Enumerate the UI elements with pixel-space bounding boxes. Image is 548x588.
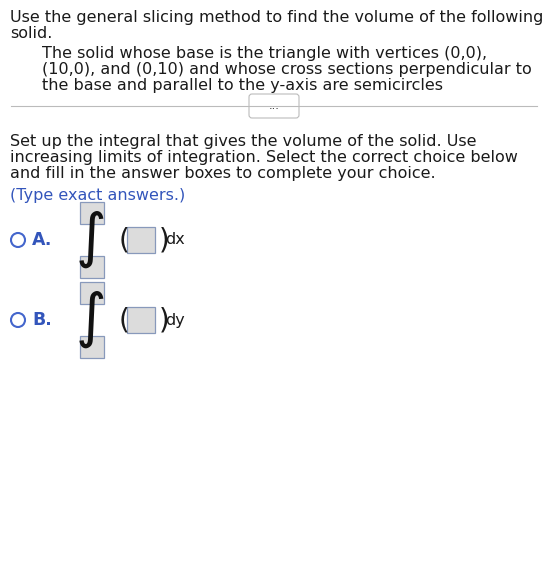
Text: and fill in the answer boxes to complete your choice.: and fill in the answer boxes to complete… bbox=[10, 166, 436, 181]
Text: Set up the integral that gives the volume of the solid. Use: Set up the integral that gives the volum… bbox=[10, 134, 477, 149]
Text: $\int$: $\int$ bbox=[75, 210, 105, 270]
Text: (10,0), and (0,10) and whose cross sections perpendicular to: (10,0), and (0,10) and whose cross secti… bbox=[42, 62, 532, 77]
Text: dx: dx bbox=[165, 232, 185, 248]
FancyBboxPatch shape bbox=[80, 256, 104, 278]
FancyBboxPatch shape bbox=[127, 227, 155, 253]
FancyBboxPatch shape bbox=[249, 94, 299, 118]
Text: solid.: solid. bbox=[10, 26, 53, 41]
Text: $($: $($ bbox=[118, 306, 128, 335]
Text: dy: dy bbox=[165, 312, 185, 328]
Text: The solid whose base is the triangle with vertices (0,0),: The solid whose base is the triangle wit… bbox=[42, 46, 487, 61]
Text: ...: ... bbox=[269, 101, 279, 111]
FancyBboxPatch shape bbox=[80, 282, 104, 304]
Text: Use the general slicing method to find the volume of the following: Use the general slicing method to find t… bbox=[10, 10, 544, 25]
Text: A.: A. bbox=[32, 231, 53, 249]
Text: B.: B. bbox=[32, 311, 52, 329]
FancyBboxPatch shape bbox=[80, 336, 104, 358]
FancyBboxPatch shape bbox=[127, 307, 155, 333]
Text: (Type exact answers.): (Type exact answers.) bbox=[10, 188, 185, 203]
Text: increasing limits of integration. Select the correct choice below: increasing limits of integration. Select… bbox=[10, 150, 518, 165]
Text: $)$: $)$ bbox=[158, 226, 168, 255]
FancyBboxPatch shape bbox=[80, 202, 104, 224]
Text: $\int$: $\int$ bbox=[75, 290, 105, 350]
Text: the base and parallel to the y-axis are semicircles: the base and parallel to the y-axis are … bbox=[42, 78, 443, 93]
Text: $)$: $)$ bbox=[158, 306, 168, 335]
Text: $($: $($ bbox=[118, 226, 128, 255]
